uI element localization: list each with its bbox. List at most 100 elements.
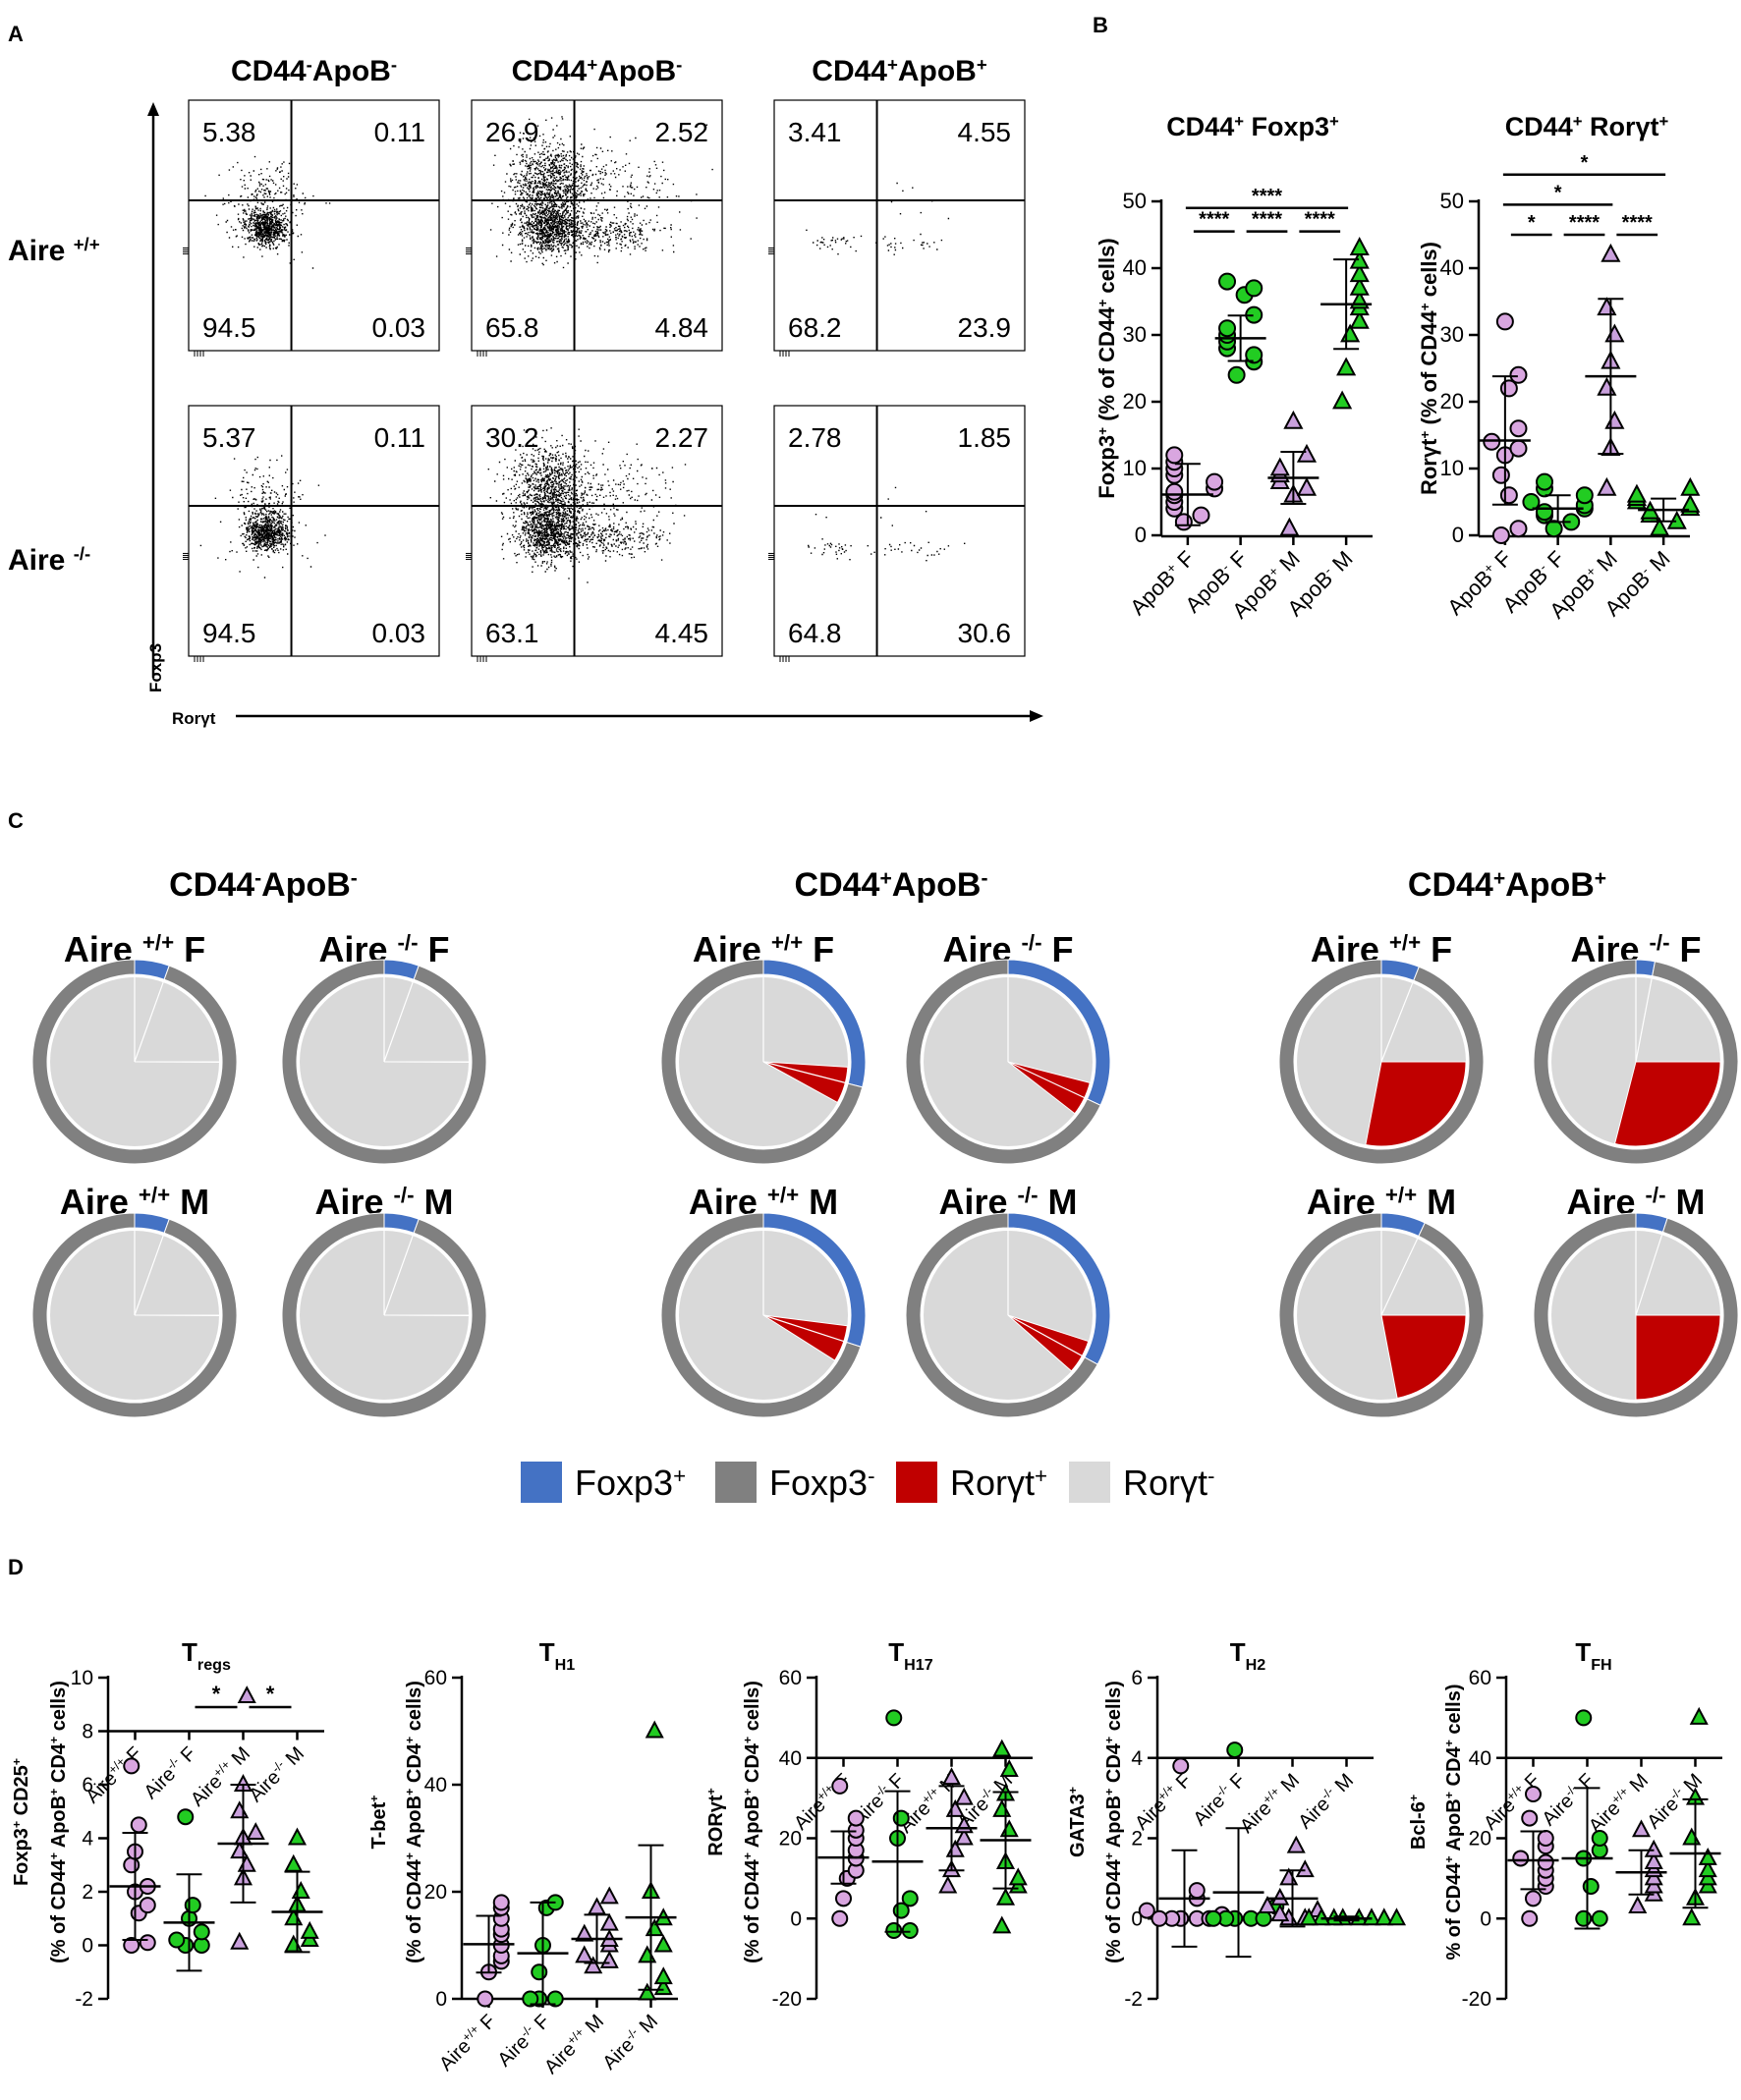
panel-letter-D: D <box>8 1555 24 1579</box>
data-point <box>230 1931 250 1950</box>
y-axis-label: Foxp3+ CD25+ <box>10 1758 32 1886</box>
panel-letter-A: A <box>8 22 24 46</box>
event-dots <box>489 116 713 269</box>
quadrant-ul: 5.37 <box>202 422 256 453</box>
pie-separator <box>762 1061 846 1083</box>
y-arrow-head <box>147 102 159 116</box>
y-tick-label: 4 <box>82 1828 93 1851</box>
data-point <box>1269 457 1290 476</box>
series-group <box>817 1777 870 1927</box>
data-point <box>1008 1867 1028 1886</box>
data-point <box>1295 1859 1315 1878</box>
ring-foxp3-pos <box>383 959 420 980</box>
data-point <box>1245 279 1264 298</box>
data-point <box>1138 1902 1155 1919</box>
pie-chart: Aire -/- F <box>905 929 1111 1165</box>
pie-chart: Aire +/+ F <box>31 929 238 1165</box>
y-tick-label: -2 <box>1124 1988 1143 2011</box>
data-point <box>885 1709 903 1727</box>
quadrant-ur: 0.11 <box>374 422 425 453</box>
pie-rorgt-pos <box>134 1314 220 1317</box>
data-point <box>193 1923 210 1941</box>
plot-frame <box>188 99 440 352</box>
data-point <box>1218 319 1237 338</box>
x-tick-label: Aire+/+ F <box>789 1769 855 1835</box>
pie-chart: Aire -/- F <box>281 929 487 1165</box>
series-group <box>1585 243 1637 496</box>
y-tick-label: -2 <box>75 1988 93 2011</box>
pie-label: Aire +/+ M <box>689 1182 838 1222</box>
y-tick-label: 60 <box>1469 1667 1491 1689</box>
quadrant-ul: 5.38 <box>202 117 256 147</box>
data-point <box>938 1875 958 1894</box>
data-point <box>1597 476 1617 496</box>
series-group <box>625 1720 677 2001</box>
data-point <box>237 1853 256 1872</box>
panel-letter-B: B <box>1093 13 1108 37</box>
quadrant-ul: 3.41 <box>788 117 842 147</box>
data-point <box>584 1956 603 1974</box>
data-point <box>168 1931 186 1949</box>
series-group <box>980 1739 1032 1934</box>
y-axis-label: Foxp3+ (% of CD44+ cells) <box>1095 238 1119 498</box>
y-tick-label: 40 <box>1123 255 1147 280</box>
data-point <box>1362 1907 1381 1926</box>
y-axis-label: Rorγt+ (% of CD44+ cells) <box>1417 242 1441 495</box>
y-axis-label: (% of CD44+ ApoB+ CD4+ cells) <box>403 1681 425 1963</box>
data-point <box>1536 472 1554 491</box>
data-point <box>575 1945 594 1963</box>
ring-foxp3-neg <box>1533 1212 1739 1418</box>
panel-c: CD44-ApoB- CD44+ApoB- CD44+ApoB+ Aire +/+ F… <box>31 866 1739 1503</box>
quadrant-lr: 0.03 <box>372 312 426 343</box>
quadrant-lr: 0.03 <box>372 618 426 648</box>
y-tick-label: 0 <box>435 1988 447 2011</box>
data-point <box>992 1798 1012 1817</box>
pie-rorgt-pos <box>1635 1314 1721 1401</box>
y-axis-label: (% of CD44+ ApoB+ CD4+ cells) <box>47 1681 70 1963</box>
x-tick-label: Aire-/- M <box>245 1742 309 1806</box>
data-point <box>901 1922 919 1940</box>
pie-separator <box>1380 1238 1419 1316</box>
data-point <box>1591 1830 1608 1847</box>
series-group <box>926 1767 978 1894</box>
quadrant-ll: 68.2 <box>788 312 842 343</box>
y-tick-label: 20 <box>1440 389 1464 414</box>
y-tick-label: 40 <box>1440 255 1464 280</box>
data-point <box>1544 520 1563 538</box>
series-group <box>463 1894 515 2008</box>
quadrant-lr: 30.6 <box>958 618 1012 648</box>
ring-foxp3-neg <box>1278 959 1485 1165</box>
quadrant-ul: 30.2 <box>485 422 539 453</box>
data-point <box>1680 476 1701 496</box>
data-point <box>999 1759 1019 1777</box>
ring-foxp3-pos <box>1380 959 1420 981</box>
y-tick-label: 0 <box>1131 1907 1143 1930</box>
data-point <box>1205 1909 1222 1927</box>
y-tick-label: 10 <box>1440 456 1464 480</box>
data-point <box>1286 1835 1306 1853</box>
data-point <box>1522 493 1541 511</box>
data-point <box>1682 1827 1702 1846</box>
col-title: CD44+ApoB+ <box>812 54 987 88</box>
sig-label: * <box>1528 212 1536 234</box>
pie-chart: Aire +/+ F <box>660 929 867 1165</box>
pie-chart: Aire -/- M <box>1533 1182 1739 1418</box>
data-point <box>1575 486 1594 505</box>
data-point <box>1509 439 1528 458</box>
sig-label: **** <box>1622 212 1653 234</box>
series-group <box>1320 237 1373 410</box>
plot-frame <box>471 99 723 352</box>
data-point <box>1597 376 1617 396</box>
sig-label: **** <box>1252 186 1282 207</box>
data-point <box>246 1822 265 1841</box>
data-point <box>139 1934 156 1952</box>
data-point <box>941 1767 962 1786</box>
y-tick-label: 0 <box>1480 1907 1491 1930</box>
y-axis-label: (% of CD44+ ApoB+ CD4+ cells) <box>741 1681 763 1963</box>
ring-foxp3-neg <box>281 1212 487 1418</box>
quadrant-ll: 94.5 <box>202 312 256 343</box>
data-point <box>123 1856 140 1874</box>
quadrant-lr: 4.84 <box>655 312 709 343</box>
series-group <box>1626 476 1701 536</box>
